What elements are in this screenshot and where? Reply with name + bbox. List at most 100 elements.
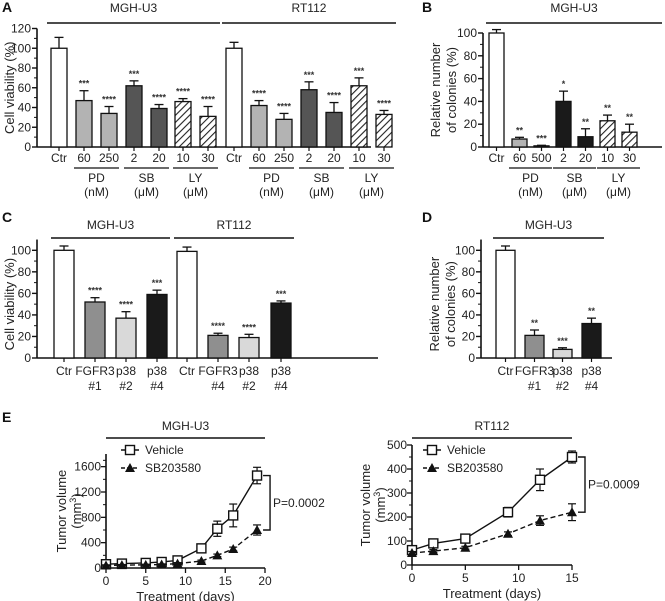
legend-marker-square: [124, 444, 136, 456]
y-tick-label: 60: [462, 286, 476, 300]
y-tick-label: 0: [400, 558, 407, 572]
legend: Vehicle SB203580: [423, 443, 503, 475]
data-point-square: [227, 510, 239, 521]
y-axis-title-line2: of colonies (%): [443, 261, 458, 347]
panel-letter-e: E: [2, 409, 11, 425]
x-category-label: 250: [274, 151, 294, 165]
x-category-label: 10: [601, 151, 615, 165]
significance-label: ****: [252, 89, 267, 99]
y-tick-label: 80: [18, 265, 32, 279]
p-value-label: P=0.0009: [588, 478, 640, 492]
bar: [275, 118, 293, 148]
series-sb203580: [101, 524, 263, 570]
significance-label: ***: [536, 133, 547, 143]
treatment-unit: (μM): [562, 185, 587, 199]
y-tick-label: 100: [387, 534, 407, 548]
significance-label: ***: [79, 79, 90, 89]
significance-label: **: [604, 103, 612, 113]
x-tick-label: 5: [462, 571, 469, 585]
panel-letter-d: D: [422, 209, 432, 225]
x-category-label: 30: [201, 151, 215, 165]
y-tick-label: 400: [387, 462, 407, 476]
x-category-label: p38: [239, 364, 259, 378]
y-tick-label: 80: [18, 61, 32, 75]
bar: [146, 293, 168, 359]
y-axis-title-line1: Relative number: [428, 42, 443, 137]
bar: [270, 302, 292, 359]
x-axis-title: Treatment (days): [443, 586, 542, 601]
x-category-label: Ctr: [56, 364, 72, 378]
x-tick-label: 15: [219, 574, 233, 588]
panel-letter-a: A: [2, 0, 12, 15]
x-category-label: p38: [116, 364, 136, 378]
x-category-label: FGFR3: [198, 364, 238, 378]
series-line: [105, 529, 258, 567]
significance-label: ****: [277, 101, 292, 111]
data-point-triangle: [228, 544, 239, 553]
significance-label: ****: [327, 91, 342, 101]
x-category-label: Ctr: [489, 151, 505, 165]
p-value-bracket: [578, 456, 586, 513]
x-category-sublabel: #4: [585, 379, 599, 393]
bar: [115, 317, 137, 359]
significance-label: ****: [88, 286, 103, 296]
treatment-name: SB: [138, 171, 154, 185]
bar: [555, 100, 572, 148]
significance-label: **: [582, 117, 590, 127]
y-tick-label: 0: [468, 351, 475, 365]
treatment-name: PD: [88, 171, 105, 185]
data-point-square: [212, 523, 223, 534]
y-tick-label: 800: [81, 510, 101, 524]
y-tick-label: 100: [455, 243, 475, 257]
bar: [207, 334, 229, 359]
y-axis-title: Tumor volume: [358, 464, 373, 547]
group-title: MGH-U3: [550, 1, 598, 15]
bar: [100, 112, 118, 148]
x-category-label: p38: [581, 364, 601, 378]
x-category-label: 30: [377, 151, 391, 165]
y-tick-label: 0: [94, 561, 101, 575]
line-chart-rt112: 0 100 200 300 400 500 0 5 10 15 Treatment (days) Tu…: [358, 419, 640, 601]
line-chart-mgh-u3: 0 400 800 1200 1600 0 5 10 15 20 Treatment (days) T…: [54, 419, 325, 601]
x-category-label: 2: [560, 151, 567, 165]
bar: [552, 348, 573, 359]
bar: [495, 249, 516, 359]
y-tick-label: 80: [464, 49, 478, 63]
x-category-label: Ctr: [498, 364, 514, 378]
bar: [375, 113, 393, 148]
y-tick-label: 60: [18, 81, 32, 95]
x-category-sublabel: #2: [556, 379, 570, 393]
data-point-triangle: [460, 542, 471, 552]
y-tick-label: 120: [11, 22, 31, 36]
treatment-name: LY: [365, 171, 379, 185]
y-tick-label: 80: [462, 265, 476, 279]
treatment-unit: (nM): [84, 185, 109, 199]
y-tick-label: 0: [24, 351, 31, 365]
series-sb203580: [407, 503, 577, 557]
bar-group-rt112: Ctr **** 60 **** 250 *** 2 **** 20 *** 10 **** 30 RT1…: [222, 1, 396, 199]
data-point-triangle: [428, 546, 439, 556]
p-value-bracket: [263, 474, 271, 531]
y-tick-label: 1600: [74, 460, 101, 474]
treatment-name: LY: [189, 171, 203, 185]
x-tick-label: 0: [409, 571, 416, 585]
bar: [238, 336, 260, 359]
data-point-square: [196, 543, 207, 554]
y-axis-title: Cell viability (%): [2, 42, 17, 134]
panel-letter-b: B: [422, 0, 432, 15]
y-tick-label: 1200: [74, 485, 101, 499]
x-category-label: 500: [531, 151, 551, 165]
significance-label: **: [531, 318, 539, 328]
bar: [199, 115, 217, 148]
y-tick-label: 40: [462, 308, 476, 322]
data-point-square: [534, 474, 546, 485]
treatment-name: LY: [612, 171, 626, 185]
x-category-label: 60: [252, 151, 266, 165]
bar: [84, 301, 106, 359]
bar: [488, 32, 505, 148]
y-axis-unit: (mm3): [68, 493, 84, 528]
y-axis-title: Cell viability (%): [2, 258, 17, 350]
significance-label: ****: [102, 95, 117, 105]
